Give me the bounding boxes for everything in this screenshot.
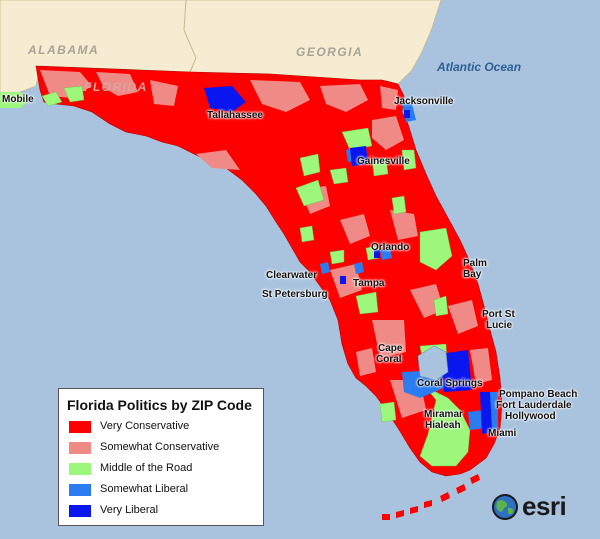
state-label-florida: FLORIDA	[84, 80, 148, 94]
city-label-jacksonville: Jacksonville	[394, 96, 454, 107]
legend-label: Very Liberal	[100, 504, 159, 516]
legend-label: Somewhat Conservative	[100, 441, 220, 453]
legend-label: Middle of the Road	[100, 462, 193, 474]
city-label-palm: Palm	[463, 258, 487, 269]
mobile-region	[0, 92, 30, 108]
legend-swatch	[69, 463, 91, 475]
city-label-coral: Coral	[376, 354, 402, 365]
city-label-hialeah: Hialeah	[425, 420, 461, 431]
city-label-tallahassee: Tallahassee	[207, 110, 263, 121]
city-label-lucie: Lucie	[486, 320, 513, 331]
lake-okeechobee	[417, 345, 449, 381]
very-liberal-regions	[204, 86, 492, 434]
legend-label: Very Conservative	[100, 420, 190, 432]
legend-swatch	[69, 442, 91, 454]
state-label-alabama: ALABAMA	[28, 43, 100, 57]
legend-swatch	[69, 421, 91, 433]
legend-swatch	[69, 484, 91, 496]
city-label-gainesville: Gainesville	[357, 156, 410, 167]
legend-title: Florida Politics by ZIP Code	[67, 397, 252, 413]
legend-label: Somewhat Liberal	[100, 483, 189, 495]
city-label-miramar: Miramar	[424, 409, 463, 420]
city-label-coral-springs: Coral Springs	[417, 378, 483, 389]
esri-logo: esri	[490, 491, 580, 522]
city-label-bay: Bay	[463, 269, 482, 280]
state-border	[183, 0, 197, 73]
esri-logo-text: esri	[522, 491, 567, 521]
city-label-tampa: Tampa	[353, 278, 385, 289]
city-label-st-petersburg: St Petersburg	[262, 289, 328, 300]
city-label-port-st: Port St	[482, 309, 515, 320]
city-label-hollywood: Hollywood	[505, 411, 556, 422]
florida-keys	[382, 474, 480, 520]
city-label-orlando: Orlando	[371, 242, 410, 253]
city-label-fort-lauderdale: Fort Lauderdale	[496, 400, 572, 411]
city-label-clearwater: Clearwater	[266, 270, 318, 281]
city-label-pompano-beach: Pompano Beach	[499, 389, 578, 400]
ocean-label: Atlantic Ocean	[437, 60, 522, 74]
state-label-georgia: GEORGIA	[296, 45, 364, 59]
city-label-miami: Miami	[488, 428, 517, 439]
globe-icon	[492, 494, 518, 520]
city-label-mobile: Mobile	[2, 94, 34, 105]
city-label-cape: Cape	[378, 343, 403, 354]
somewhat-conservative-regions	[40, 70, 492, 418]
legend-swatch	[69, 505, 91, 517]
legend: Florida Politics by ZIP Code Very Conser…	[58, 388, 264, 526]
